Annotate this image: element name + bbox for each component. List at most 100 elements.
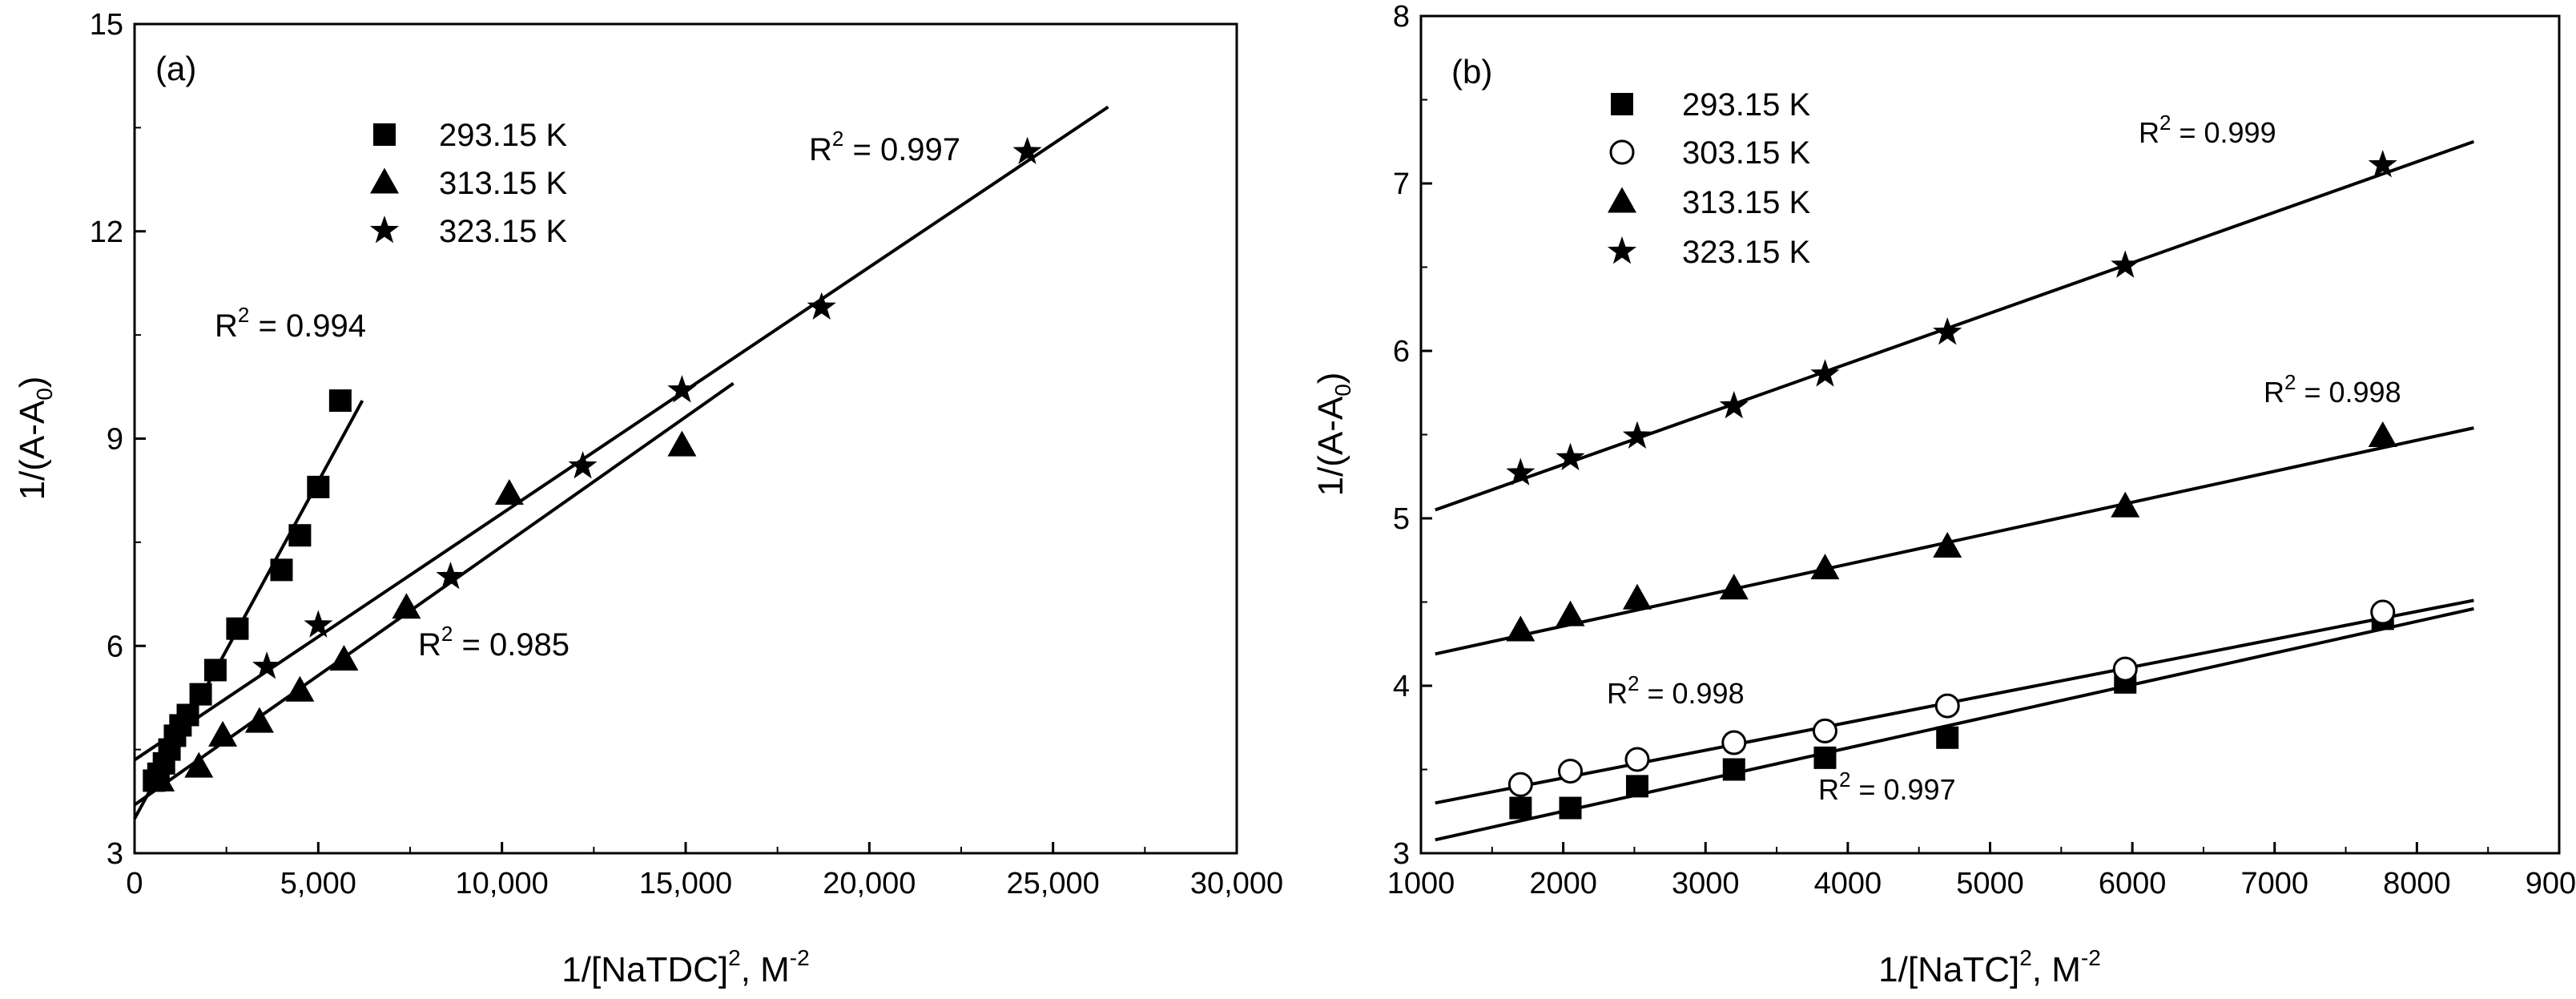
data-point-323-15-k: [568, 451, 598, 479]
data-point-313-15-k: [1622, 583, 1652, 610]
x-tick-label: 30,000: [1190, 867, 1283, 900]
panel-a-marks: 0 5,000 10,000 15,000 20,000 25,000 30,000 3 6 9 1…: [90, 8, 1283, 900]
data-point-313-15-k: [392, 593, 421, 619]
legend-label-293-15-k: 293.15 K: [1682, 87, 1810, 123]
x-tick-label: 0: [126, 867, 143, 900]
panel-b-legend: 293.15 K 303.15 K 313.15 K 323.15 K: [1607, 87, 1810, 270]
chart-marks: 0 5,000 10,000 15,000 20,000 25,000 30,000 3 6 9 1…: [90, 0, 2576, 900]
data-point-313-15-k: [285, 675, 315, 702]
legend-symbol-293-15-k: [373, 123, 396, 146]
panel-b-y-axis-label: 1/(A-A0): [1311, 373, 1355, 497]
data-point-313-15-k: [494, 478, 524, 505]
data-point-293-15-k: [328, 389, 352, 413]
legend-symbol-303-15-k: [1609, 139, 1635, 165]
legend-label-313-15-k: 313.15 K: [1682, 185, 1810, 220]
data-point-323-15-k: [1556, 442, 1585, 471]
data-point-313-15-k: [208, 720, 238, 747]
data-point-313-15-k: [244, 707, 274, 733]
y-tick-label: 6: [107, 630, 123, 663]
legend-symbol-293-15-k: [1611, 93, 1633, 115]
data-point-323-15-k: [807, 292, 836, 320]
x-tick-label: 5,000: [280, 867, 356, 900]
legend-label-313-15-k: 313.15 K: [439, 166, 567, 201]
fit-line-313-15-k: [133, 381, 735, 807]
x-tick-label: 1000: [1387, 867, 1455, 900]
legend-label-323-15-k: 323.15 K: [1682, 235, 1810, 270]
y-tick-label: 8: [1393, 0, 1410, 34]
data-point-313-15-k: [1556, 600, 1585, 626]
panel-a-x-axis-label: 1/[NaTDC]2, M-2: [561, 945, 809, 989]
data-point-323-15-k: [2368, 150, 2397, 178]
r2-label-313-15-k: R2 = 0.985: [418, 622, 570, 663]
x-tick-label: 8000: [2383, 867, 2451, 900]
legend-label-323-15-k: 323.15 K: [439, 214, 567, 249]
data-point-293-15-k: [1936, 726, 1959, 749]
x-tick-label: 10,000: [456, 867, 549, 900]
data-point-313-15-k: [146, 765, 175, 792]
x-tick-label: 4000: [1814, 867, 1882, 900]
data-point-293-15-k: [226, 617, 249, 640]
x-tick-label: 15,000: [639, 867, 732, 900]
legend-symbol-313-15-k: [370, 167, 399, 194]
data-point-303-15-k: [2370, 599, 2396, 625]
y-tick-label: 6: [1393, 335, 1410, 369]
x-tick-label: 9000: [2526, 867, 2576, 900]
legend-marker-323-15-k: [369, 216, 400, 244]
x-tick-label: 6000: [2099, 867, 2167, 900]
y-tick-label: 3: [1393, 837, 1410, 871]
legend-symbol-323-15-k: [369, 216, 400, 244]
r2-label-313-15-k: R2 = 0.998: [2264, 370, 2401, 409]
data-point-293-15-k: [307, 475, 330, 498]
panel-a-y-axis-label: 1/(A-A0): [13, 377, 57, 501]
panel-a-label: (a): [155, 50, 196, 87]
data-point-313-15-k: [1719, 574, 1749, 600]
data-point-303-15-k: [1934, 693, 1960, 719]
data-point-323-15-k: [304, 610, 333, 638]
data-point-303-15-k: [1721, 730, 1747, 755]
panel-a-legend: 293.15 K 313.15 K 323.15 K: [369, 118, 567, 249]
data-point-313-15-k: [1506, 615, 1536, 642]
y-tick-label: 4: [1393, 670, 1410, 703]
data-point-293-15-k: [176, 703, 199, 727]
data-point-323-15-k: [1810, 359, 1840, 387]
data-point-313-15-k: [667, 430, 697, 457]
legend-marker-293-15-k: [1611, 93, 1633, 115]
r2-label-323-15-k: R2 = 0.997: [809, 127, 960, 167]
panel-a: (a) 1/[NaTDC]2, M-2 1/(A-A0) 293.15 K 31…: [13, 22, 1238, 989]
y-tick-label: 5: [1393, 502, 1410, 536]
r2-label-293-15-k: R2 = 0.994: [215, 303, 366, 344]
data-point-313-15-k: [2368, 421, 2397, 448]
panel-b-label: (b): [1451, 53, 1492, 91]
x-tick-label: 2000: [1529, 867, 1597, 900]
panel-b: (b) 1/[NaTC]2, M-2 1/(A-A0) 293.15 K 303…: [1311, 14, 2561, 989]
r2-label-293-15-k: R2 = 0.997: [1818, 767, 1956, 806]
data-point-293-15-k: [270, 558, 293, 582]
data-point-293-15-k: [288, 524, 312, 547]
panel-b-marks: 1000 2000 3000 4000 5000 6000 7000 8000 9000 3 4 5 6…: [1387, 0, 2576, 900]
y-tick-label: 7: [1393, 167, 1410, 201]
data-point-313-15-k: [1933, 531, 1962, 558]
data-point-303-15-k: [2112, 656, 2138, 682]
data-point-323-15-k: [1506, 457, 1536, 485]
fit-line-313-15-k: [1435, 426, 2474, 656]
x-tick-label: 5000: [1956, 867, 2024, 900]
data-point-323-15-k: [436, 562, 465, 590]
data-point-303-15-k: [1558, 759, 1584, 784]
legend-symbol-323-15-k: [1607, 236, 1637, 264]
fit-line-323-15-k: [133, 105, 1109, 762]
y-tick-label: 12: [90, 216, 123, 249]
data-point-303-15-k: [1624, 747, 1650, 772]
x-tick-label: 20,000: [823, 867, 916, 900]
data-point-323-15-k: [252, 651, 282, 679]
fit-line-323-15-k: [1435, 139, 2475, 512]
data-point-323-15-k: [1719, 391, 1749, 419]
data-point-293-15-k: [203, 659, 227, 682]
x-tick-label: 7000: [2240, 867, 2308, 900]
legend-marker-313-15-k: [370, 167, 399, 194]
data-point-313-15-k: [1810, 554, 1840, 580]
legend-label-293-15-k: 293.15 K: [439, 118, 567, 153]
data-point-323-15-k: [2111, 250, 2140, 278]
data-point-303-15-k: [1507, 771, 1533, 797]
data-point-323-15-k: [1012, 136, 1042, 164]
fit-line-293-15-k: [1435, 606, 2474, 842]
